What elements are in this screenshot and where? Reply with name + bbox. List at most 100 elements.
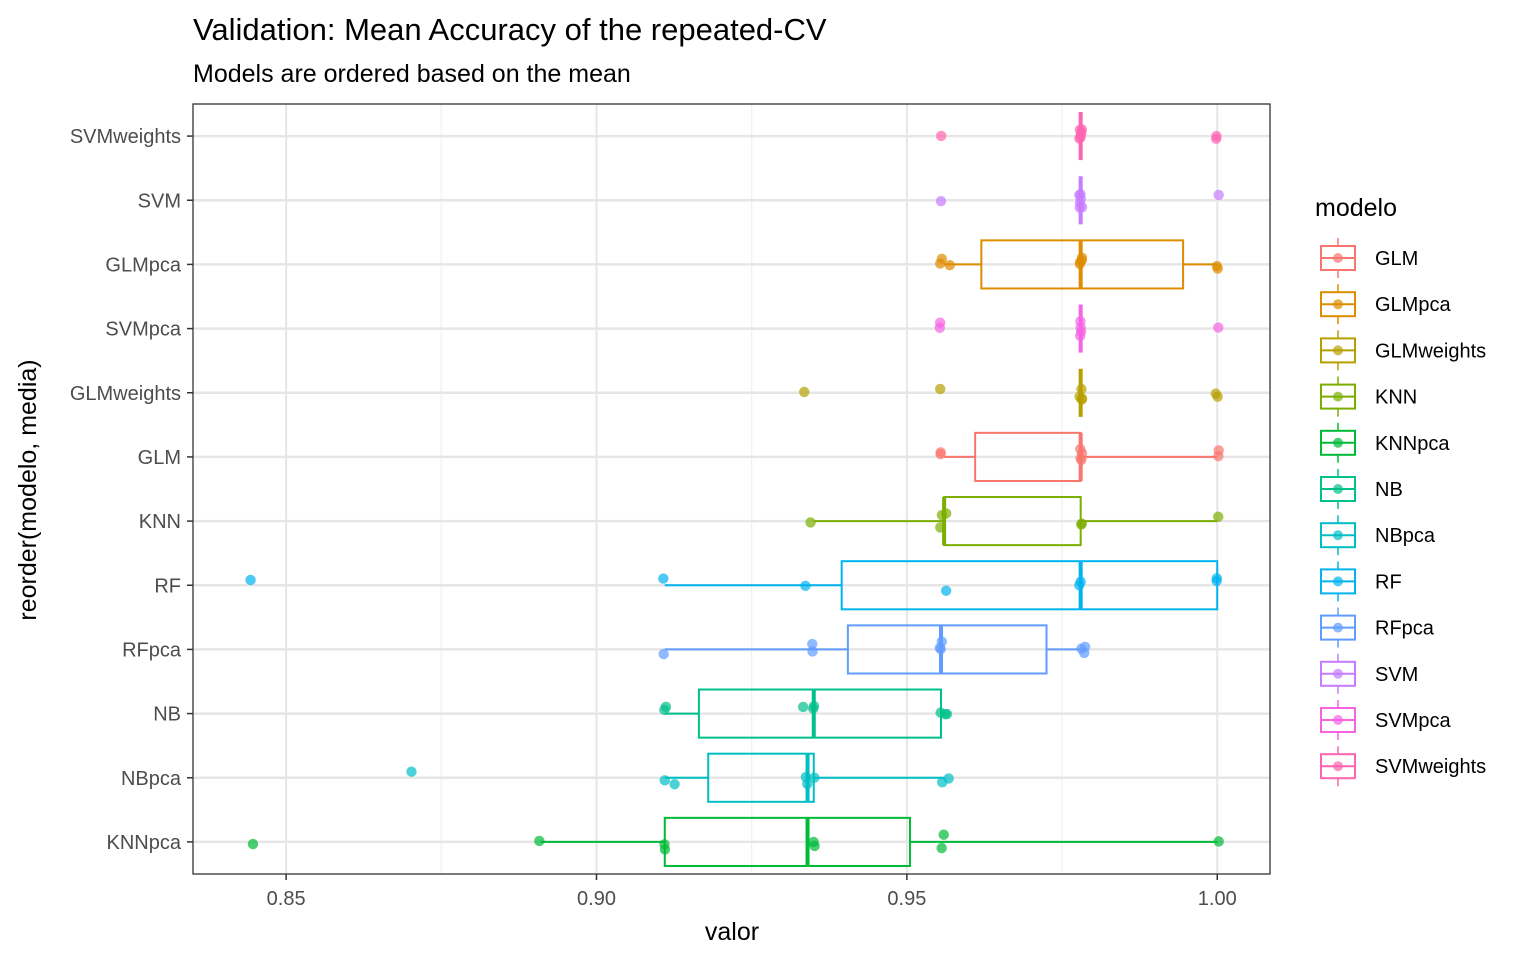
- data-point: [934, 322, 945, 333]
- legend-item-glmpca: GLMpca: [1320, 284, 1451, 325]
- data-point: [1078, 647, 1090, 659]
- legend-key-point: [1333, 345, 1343, 356]
- data-point: [805, 517, 816, 528]
- data-point: [1210, 388, 1222, 399]
- data-point: [809, 772, 820, 783]
- x-axis-title: valor: [705, 918, 759, 946]
- y-tick-label: KNN: [139, 511, 181, 533]
- data-point: [1213, 451, 1224, 462]
- x-tick-label: 1.00: [1198, 888, 1237, 910]
- data-point: [1211, 133, 1222, 145]
- data-point: [669, 779, 680, 790]
- data-point: [936, 636, 947, 647]
- legend-item-svm: SVM: [1320, 653, 1418, 694]
- legend-title: modelo: [1315, 194, 1397, 222]
- data-point: [808, 700, 820, 712]
- legend-key-point: [1333, 530, 1343, 541]
- data-point: [1213, 511, 1224, 522]
- plot-area: [192, 103, 1271, 875]
- y-tick-label: NB: [153, 704, 181, 726]
- points-nbpca: [406, 766, 954, 790]
- y-tick-label: GLMpca: [105, 254, 181, 276]
- points-knn: [805, 508, 1224, 533]
- x-tick-label: 0.85: [267, 888, 306, 910]
- data-point: [1075, 453, 1086, 464]
- data-point: [807, 638, 818, 650]
- legend-label: NBpca: [1375, 525, 1436, 547]
- legend-key-point: [1333, 668, 1343, 679]
- data-point: [935, 130, 947, 142]
- legend-label: SVMweights: [1375, 756, 1486, 778]
- legend-label: KNN: [1375, 387, 1417, 409]
- points-knnpca: [247, 829, 1224, 855]
- data-point: [1076, 383, 1087, 395]
- points-svm: [935, 188, 1224, 213]
- data-point: [935, 383, 946, 395]
- points-glm: [935, 443, 1224, 466]
- y-tick-label: NBpca: [121, 768, 182, 790]
- legend-key-point: [1333, 622, 1343, 633]
- legend-label: SVM: [1375, 664, 1418, 686]
- legend-label: GLM: [1375, 248, 1418, 270]
- data-point: [1075, 322, 1086, 333]
- y-tick-label: GLM: [138, 447, 181, 469]
- data-point: [807, 646, 818, 657]
- data-point: [1075, 576, 1086, 587]
- legend-item-knnpca: KNNpca: [1320, 422, 1450, 463]
- points-rf: [245, 573, 1223, 596]
- legend-item-rfpca: RFpca: [1320, 607, 1435, 648]
- legend: modelo GLM GLMpca GLMweights KNN KNNpca NB NBpc…: [1315, 194, 1486, 787]
- data-point: [1074, 330, 1086, 342]
- data-point: [935, 447, 946, 458]
- legend-item-glm: GLM: [1320, 238, 1418, 278]
- data-point: [1076, 518, 1087, 529]
- data-point: [940, 508, 952, 519]
- legend-item-nbpca: NBpca: [1320, 515, 1436, 556]
- y-axis-title: reorder(modelo, media): [14, 359, 42, 620]
- data-point: [1074, 258, 1086, 270]
- data-point: [659, 839, 670, 850]
- y-tick-label: RFpca: [122, 639, 182, 661]
- legend-key-point: [1333, 253, 1343, 263]
- y-tick-label: SVM: [138, 190, 181, 212]
- data-point: [245, 574, 256, 586]
- data-point: [660, 701, 672, 713]
- data-point: [797, 701, 809, 713]
- y-axis: SVMweights SVM GLMpca SVMpca GLMweights GLM KN…: [70, 126, 193, 854]
- x-axis: 0.85 0.90 0.95 1.00: [267, 874, 1237, 910]
- data-point: [659, 775, 670, 786]
- points-glmpca: [935, 252, 1223, 274]
- y-tick-label: SVMweights: [70, 126, 181, 148]
- data-point: [1213, 189, 1224, 201]
- legend-key-point: [1333, 484, 1343, 494]
- legend-key-point: [1333, 761, 1343, 772]
- data-point: [938, 829, 949, 840]
- y-tick-label: RF: [154, 575, 181, 597]
- data-point: [1075, 443, 1086, 455]
- data-point: [943, 773, 954, 784]
- data-point: [1074, 197, 1086, 209]
- legend-item-glmweights: GLMweights: [1320, 330, 1486, 371]
- data-point: [534, 835, 545, 847]
- points-svmpca: [934, 316, 1224, 342]
- data-point: [1074, 133, 1085, 144]
- data-point: [247, 838, 259, 850]
- data-point: [808, 836, 819, 848]
- data-point: [658, 648, 669, 660]
- legend-key-point: [1333, 391, 1343, 402]
- legend-label: KNNpca: [1375, 433, 1450, 455]
- legend-label: RFpca: [1375, 618, 1435, 640]
- data-point: [935, 522, 946, 533]
- data-point: [1213, 322, 1224, 333]
- chart-subtitle: Models are ordered based on the mean: [193, 60, 631, 88]
- y-tick-label: KNNpca: [107, 832, 182, 854]
- legend-item-rf: RF: [1320, 561, 1402, 602]
- legend-label: RF: [1375, 571, 1402, 593]
- y-tick-label: GLMweights: [70, 383, 181, 405]
- legend-item-svmpca: SVMpca: [1320, 700, 1451, 740]
- x-tick-label: 0.90: [577, 888, 616, 910]
- legend-item-nb: NB: [1320, 469, 1403, 509]
- legend-key-point: [1333, 715, 1343, 725]
- x-tick-label: 0.95: [887, 888, 926, 910]
